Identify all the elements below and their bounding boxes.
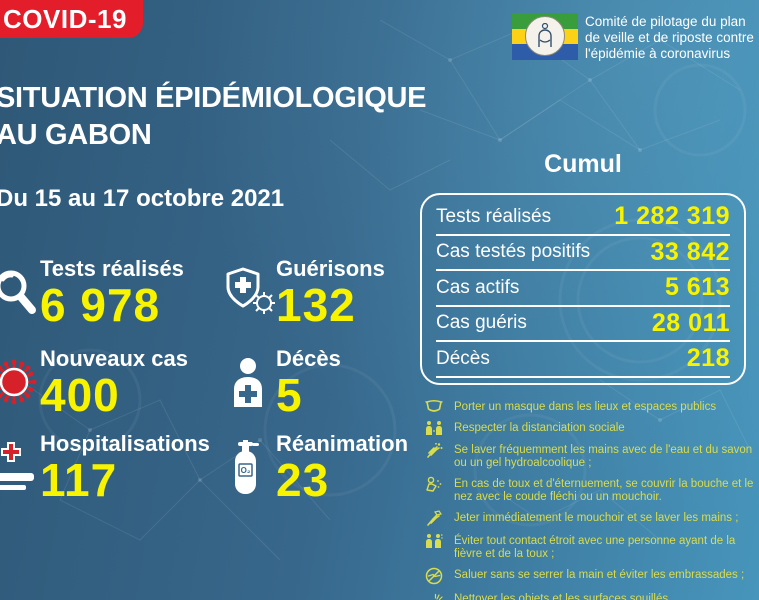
stat-value: 132 [276,279,356,331]
stat-value: 5 [276,369,303,421]
virus-icon [0,354,40,410]
measure-item: En cas de toux et d'éternuement, se couv… [424,476,756,504]
tissue-hands-icon [424,510,443,527]
measure-item: Se laver fréquemment les mains avec de l… [424,442,756,470]
measure-item: Jeter immédiatement le mouchoir et se la… [424,510,756,527]
page-title-line1: SITUATION ÉPIDÉMIOLOGIQUE [0,82,427,114]
distancing-icon [424,420,443,436]
cough-elbow-icon [424,476,443,504]
clean-surface-icon [424,591,443,600]
close-contact-icon [424,533,443,561]
cumul-row-value: 218 [686,344,730,373]
covid19-banner-label: COVID-19 [3,3,127,34]
gabon-seal [525,16,565,56]
cumul-row-tests-realises: Tests réalisés 1 282 319 [436,200,730,236]
cumul-row-label: Tests réalisés [436,205,552,227]
page-title: SITUATION ÉPIDÉMIOLOGIQUE AU GABON [0,80,427,154]
oxygen-tank-icon: O₂ [224,438,276,496]
committee-name: Comité de pilotage du plan de veille et … [585,13,754,61]
measure-item: Saluer sans se serrer la main et éviter … [424,567,756,585]
report-period: Du 15 au 17 octobre 2021 [0,185,285,212]
cumul-title: Cumul [544,150,622,178]
cumul-row-label: Cas actifs [436,276,520,298]
cumul-table: Tests réalisés 1 282 319 Cas testés posi… [420,193,746,385]
stat-label: Réanimation [276,431,409,456]
measure-text: Nettoyer les objets et les surfaces soui… [454,593,672,600]
stat-deces: Décès 5 [224,346,341,418]
measure-text: En cas de toux et d'éternuement, se couv… [454,478,754,503]
prevention-measures-list: Porter un masque dans les lieux et espac… [424,399,756,600]
measure-item: Respecter la distanciation sociale [424,420,756,436]
stat-label: Décès [276,346,341,371]
stat-nouveaux-cas: Nouveaux cas 400 [0,346,188,418]
stat-label: Hospitalisations [40,431,210,456]
stat-hospitalisations: Hospitalisations 117 [0,431,210,503]
stat-label: Tests réalisés [40,256,184,281]
page-title-line2: AU GABON [0,119,152,151]
measure-item: Porter un masque dans les lieux et espac… [424,399,756,414]
committee-name-line3: l'épidémie à coronavirus [585,45,731,61]
cumul-row-value: 1 282 319 [614,202,730,231]
committee-name-line1: Comité de pilotage du plan [585,14,746,29]
cumul-row-value: 5 613 [664,273,730,302]
no-handshake-icon [424,567,443,585]
cumul-row-label: Cas guéris [436,312,527,334]
handwash-icon [424,442,443,470]
person-cross-icon [224,355,276,409]
hospital-bed-icon [0,439,40,495]
committee-name-line2: de veille et de riposte contre [585,29,754,45]
measure-text: Respecter la distanciation sociale [454,422,625,434]
measure-text: Jeter immédiatement le mouchoir et se la… [454,512,739,524]
measure-text: Porter un masque dans les lieux et espac… [454,401,717,413]
o2-label: O₂ [241,466,251,475]
measure-text: Saluer sans se serrer la main et éviter … [454,569,745,581]
cumul-row-deces: Décès 218 [436,342,730,378]
stat-value: 400 [40,369,120,421]
committee-header: Comité de pilotage du plan de veille et … [512,13,754,61]
cumul-row-cas-actifs: Cas actifs 5 613 [436,271,730,307]
measure-item: Nettoyer les objets et les surfaces soui… [424,591,756,600]
stat-guerisons: Guérisons 132 [224,256,385,328]
stat-value: 6 978 [40,279,161,331]
measure-item: Éviter tout contact étroit avec une pers… [424,533,756,561]
stat-label: Nouveaux cas [40,346,188,371]
stat-value: 23 [276,454,330,506]
stat-value: 117 [40,454,118,506]
seal-figure-icon [538,23,552,47]
cumul-row-cas-testes-positifs: Cas testés positifs 33 842 [436,236,730,271]
covid19-banner: COVID-19 [0,0,143,38]
cumul-row-cas-gueris: Cas guéris 28 011 [436,307,730,342]
cumul-row-label: Décès [436,347,490,369]
mask-icon [424,399,443,414]
magnifier-icon [0,264,40,320]
gabon-flag-logo [512,13,578,61]
cumul-row-label: Cas testés positifs [436,241,591,263]
cumul-row-value: 28 011 [651,308,730,337]
shield-cross-icon [224,265,276,319]
measure-text: Se laver fréquemment les mains avec de l… [454,444,753,469]
cumul-row-value: 33 842 [650,237,730,266]
stat-tests-realises: Tests réalisés 6 978 [0,256,184,328]
stat-label: Guérisons [276,256,385,281]
measure-text: Éviter tout contact étroit avec une pers… [454,535,736,560]
stat-reanimation: O₂ Réanimation 23 [224,431,408,503]
